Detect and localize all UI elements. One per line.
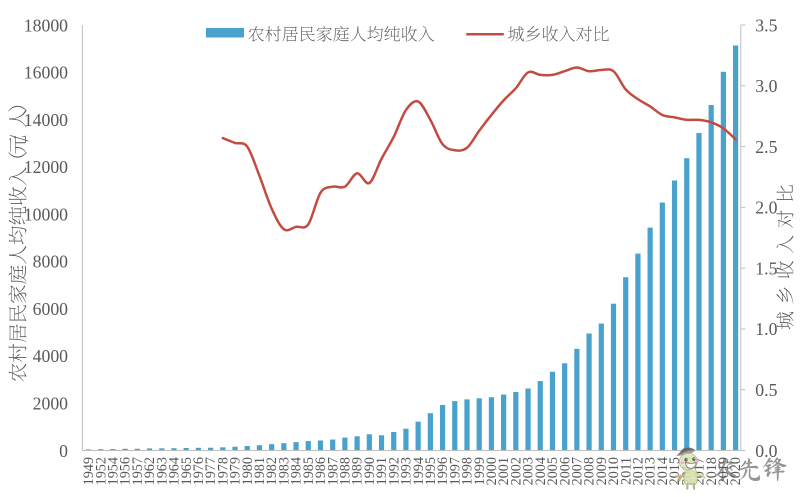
svg-text:2007: 2007 bbox=[569, 457, 585, 485]
svg-text:0.0: 0.0 bbox=[755, 441, 777, 461]
svg-text:1984: 1984 bbox=[289, 457, 305, 485]
svg-text:1982: 1982 bbox=[264, 457, 280, 485]
svg-text:2000: 2000 bbox=[33, 393, 69, 413]
svg-text:16000: 16000 bbox=[24, 63, 68, 83]
svg-text:2010: 2010 bbox=[606, 457, 622, 485]
svg-text:1963: 1963 bbox=[154, 457, 170, 485]
svg-text:1995: 1995 bbox=[423, 457, 439, 485]
svg-text:2018: 2018 bbox=[704, 457, 720, 485]
svg-text:1989: 1989 bbox=[350, 457, 366, 485]
svg-text:1978: 1978 bbox=[215, 457, 231, 485]
svg-text:4000: 4000 bbox=[33, 346, 69, 366]
svg-text:1952: 1952 bbox=[93, 457, 109, 485]
svg-text:1977: 1977 bbox=[203, 457, 219, 485]
svg-text:2001: 2001 bbox=[496, 457, 512, 485]
svg-text:2004: 2004 bbox=[533, 457, 549, 485]
svg-text:10000: 10000 bbox=[24, 204, 68, 224]
svg-text:1964: 1964 bbox=[167, 457, 183, 485]
svg-text:1986: 1986 bbox=[313, 457, 329, 485]
svg-text:2008: 2008 bbox=[582, 457, 598, 485]
svg-text:2.0: 2.0 bbox=[755, 198, 777, 218]
svg-text:1996: 1996 bbox=[435, 457, 451, 485]
svg-text:1991: 1991 bbox=[374, 457, 390, 485]
svg-text:2.5: 2.5 bbox=[755, 137, 777, 157]
svg-text:1994: 1994 bbox=[411, 457, 427, 485]
svg-text:2013: 2013 bbox=[643, 457, 659, 485]
svg-text:3.0: 3.0 bbox=[755, 76, 777, 96]
svg-text:1976: 1976 bbox=[191, 457, 207, 485]
svg-text:2009: 2009 bbox=[594, 457, 610, 485]
svg-text:1983: 1983 bbox=[276, 457, 292, 485]
svg-text:1987: 1987 bbox=[325, 457, 341, 485]
svg-text:1965: 1965 bbox=[179, 457, 195, 485]
svg-text:1.0: 1.0 bbox=[755, 319, 777, 339]
svg-text:2005: 2005 bbox=[545, 457, 561, 485]
svg-text:18000: 18000 bbox=[24, 15, 68, 35]
svg-text:6000: 6000 bbox=[33, 299, 69, 319]
svg-text:1985: 1985 bbox=[301, 457, 317, 485]
svg-text:1999: 1999 bbox=[472, 457, 488, 485]
svg-text:1980: 1980 bbox=[240, 457, 256, 485]
svg-text:1981: 1981 bbox=[252, 457, 268, 485]
svg-text:1993: 1993 bbox=[399, 457, 415, 485]
svg-text:2003: 2003 bbox=[521, 457, 537, 485]
svg-text:14000: 14000 bbox=[24, 110, 68, 130]
svg-text:1954: 1954 bbox=[106, 457, 122, 485]
svg-text:1992: 1992 bbox=[386, 457, 402, 485]
svg-text:2002: 2002 bbox=[508, 457, 524, 485]
svg-text:3.5: 3.5 bbox=[755, 15, 777, 35]
svg-text:2012: 2012 bbox=[631, 457, 647, 485]
svg-text:1988: 1988 bbox=[338, 457, 354, 485]
svg-text:2000: 2000 bbox=[484, 457, 500, 485]
svg-text:1962: 1962 bbox=[142, 457, 158, 485]
svg-text:1979: 1979 bbox=[228, 457, 244, 485]
svg-text:0.5: 0.5 bbox=[755, 380, 777, 400]
svg-text:1.5: 1.5 bbox=[755, 258, 777, 278]
svg-text:1949: 1949 bbox=[81, 457, 97, 485]
svg-text:2011: 2011 bbox=[618, 457, 634, 485]
svg-text:2014: 2014 bbox=[655, 457, 671, 485]
svg-text:1956: 1956 bbox=[118, 457, 134, 485]
svg-text:1998: 1998 bbox=[460, 457, 476, 485]
svg-text:12000: 12000 bbox=[24, 157, 68, 177]
svg-text:1957: 1957 bbox=[130, 457, 146, 485]
svg-text:1997: 1997 bbox=[447, 457, 463, 485]
svg-text:2006: 2006 bbox=[557, 457, 573, 485]
svg-text:0: 0 bbox=[59, 441, 68, 461]
svg-text:2020: 2020 bbox=[728, 457, 744, 485]
svg-text:1990: 1990 bbox=[362, 457, 378, 485]
svg-text:8000: 8000 bbox=[33, 252, 69, 272]
